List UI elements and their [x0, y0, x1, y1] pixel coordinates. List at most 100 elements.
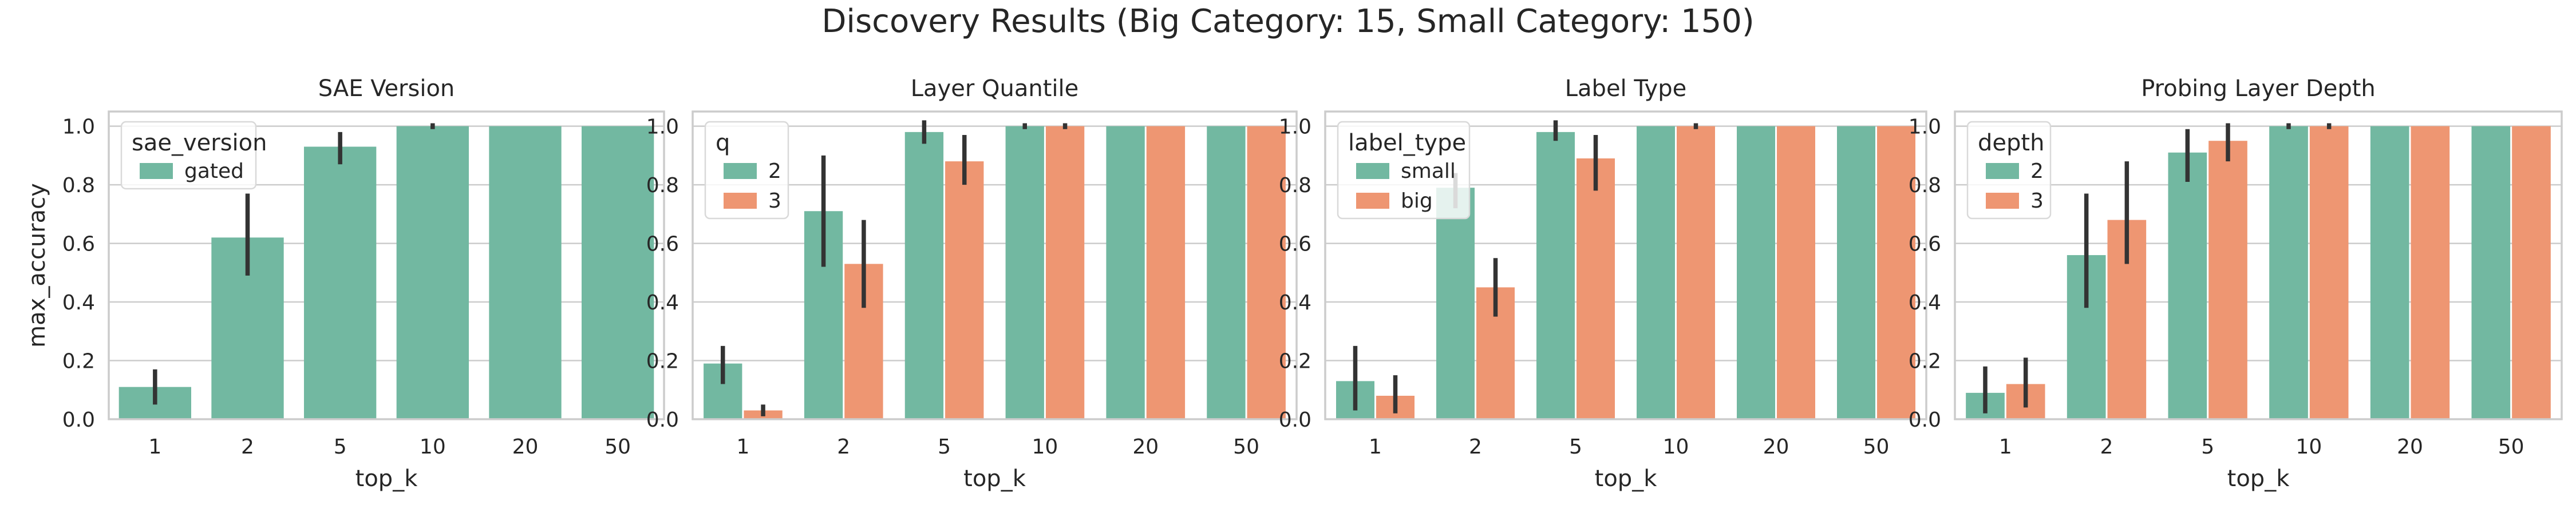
- panel-title: Probing Layer Depth: [2141, 75, 2376, 102]
- bar[interactable]: [1045, 126, 1085, 420]
- x-tick-label: 50: [605, 435, 631, 459]
- bar[interactable]: [396, 126, 469, 420]
- legend-title: q: [716, 130, 730, 156]
- bar[interactable]: [2471, 126, 2511, 420]
- x-tick-label: 20: [1132, 435, 1159, 459]
- bar[interactable]: [489, 126, 562, 420]
- panel-title: Label Type: [1565, 75, 1687, 102]
- x-tick-label: 10: [1663, 435, 1689, 459]
- x-tick-label: 5: [334, 435, 347, 459]
- x-tick-label: 10: [1032, 435, 1058, 459]
- x-tick-label: 50: [1863, 435, 1890, 459]
- plot-area: [1955, 112, 2562, 419]
- bar[interactable]: [1436, 188, 1475, 419]
- x-axis-label: top_k: [963, 466, 1026, 492]
- bar[interactable]: [1577, 158, 1615, 419]
- bar[interactable]: [1207, 126, 1246, 420]
- x-tick-label: 2: [2100, 435, 2113, 459]
- bar[interactable]: [1777, 126, 1815, 420]
- legend-swatch: [724, 193, 757, 209]
- legend-swatch: [140, 163, 173, 179]
- x-tick-label: 1: [148, 435, 161, 459]
- axes-frame: [1324, 110, 1927, 420]
- bar[interactable]: [1146, 126, 1186, 420]
- x-tick-label: 1: [736, 435, 749, 459]
- y-tick-label: 0.6: [1909, 233, 1941, 256]
- y-tick-label: 0.4: [1909, 291, 1941, 315]
- bar[interactable]: [1106, 126, 1145, 420]
- bar[interactable]: [1005, 126, 1044, 420]
- y-tick-label: 1.0: [62, 116, 95, 139]
- y-tick-label: 0.2: [62, 350, 95, 373]
- legend-swatch: [724, 163, 757, 179]
- y-tick-label: 0.2: [646, 350, 679, 373]
- bar[interactable]: [582, 126, 654, 420]
- y-axis-label: max_accuracy: [24, 183, 50, 348]
- bar[interactable]: [2309, 126, 2349, 420]
- y-tick-label: 1.0: [1909, 116, 1941, 139]
- legend-title: sae_version: [132, 130, 267, 156]
- x-tick-label: 50: [2498, 435, 2524, 459]
- bar[interactable]: [2411, 126, 2450, 420]
- x-tick-label: 5: [1569, 435, 1582, 459]
- bar[interactable]: [304, 146, 377, 419]
- bar[interactable]: [904, 132, 944, 419]
- legend-swatch: [1986, 163, 2019, 179]
- bar[interactable]: [2208, 141, 2247, 419]
- legend-label: 2: [2030, 160, 2044, 183]
- y-tick-label: 0.6: [646, 233, 679, 256]
- legend-label: 3: [2030, 189, 2044, 213]
- x-tick-label: 1: [1999, 435, 2012, 459]
- axes-frame: [1954, 110, 2563, 420]
- legend-title: depth: [1978, 130, 2044, 156]
- y-tick-label: 1.0: [1279, 116, 1311, 139]
- y-tick-label: 0.4: [646, 291, 679, 315]
- y-tick-label: 0.0: [646, 408, 679, 432]
- legend-label: 3: [768, 189, 781, 213]
- x-axis-label: top_k: [1595, 466, 1658, 492]
- bar[interactable]: [2512, 126, 2551, 420]
- x-tick-label: 5: [938, 435, 951, 459]
- bar[interactable]: [1737, 126, 1775, 420]
- bar[interactable]: [2370, 126, 2409, 420]
- y-tick-label: 0.4: [1279, 291, 1311, 315]
- x-tick-label: 2: [837, 435, 850, 459]
- y-tick-label: 0.0: [1279, 408, 1311, 432]
- panel-title: SAE Version: [318, 75, 455, 102]
- x-tick-label: 20: [2397, 435, 2423, 459]
- bar[interactable]: [945, 161, 984, 419]
- legend-title: label_type: [1348, 130, 1466, 156]
- bar[interactable]: [1677, 126, 1715, 420]
- x-tick-label: 10: [2296, 435, 2322, 459]
- x-tick-label: 2: [241, 435, 254, 459]
- panel-title: Layer Quantile: [911, 75, 1078, 102]
- bar[interactable]: [1247, 126, 1286, 420]
- y-tick-label: 0.0: [1909, 408, 1941, 432]
- figure-title: Discovery Results (Big Category: 15, Sma…: [821, 3, 1754, 40]
- x-tick-label: 1: [1369, 435, 1382, 459]
- legend-swatch: [1986, 193, 2019, 209]
- x-tick-label: 20: [1763, 435, 1789, 459]
- y-tick-label: 0.0: [62, 408, 95, 432]
- x-tick-label: 10: [420, 435, 446, 459]
- legend-label: 2: [768, 160, 781, 183]
- y-tick-label: 0.8: [62, 174, 95, 197]
- bar[interactable]: [1837, 126, 1875, 420]
- axes-frame: [692, 110, 1298, 420]
- y-tick-label: 1.0: [646, 116, 679, 139]
- legend-label: small: [1401, 160, 1456, 183]
- legend-swatch: [1356, 193, 1389, 209]
- y-tick-label: 0.8: [1909, 174, 1941, 197]
- plot-area: [693, 112, 1297, 419]
- bar[interactable]: [2269, 126, 2308, 420]
- x-tick-label: 2: [1469, 435, 1482, 459]
- bar[interactable]: [1877, 126, 1915, 420]
- legend-swatch: [1356, 163, 1389, 179]
- bar[interactable]: [1536, 132, 1575, 419]
- bar[interactable]: [1637, 126, 1675, 420]
- y-tick-label: 0.6: [62, 233, 95, 256]
- bar[interactable]: [2168, 152, 2207, 419]
- x-axis-label: top_k: [355, 466, 418, 492]
